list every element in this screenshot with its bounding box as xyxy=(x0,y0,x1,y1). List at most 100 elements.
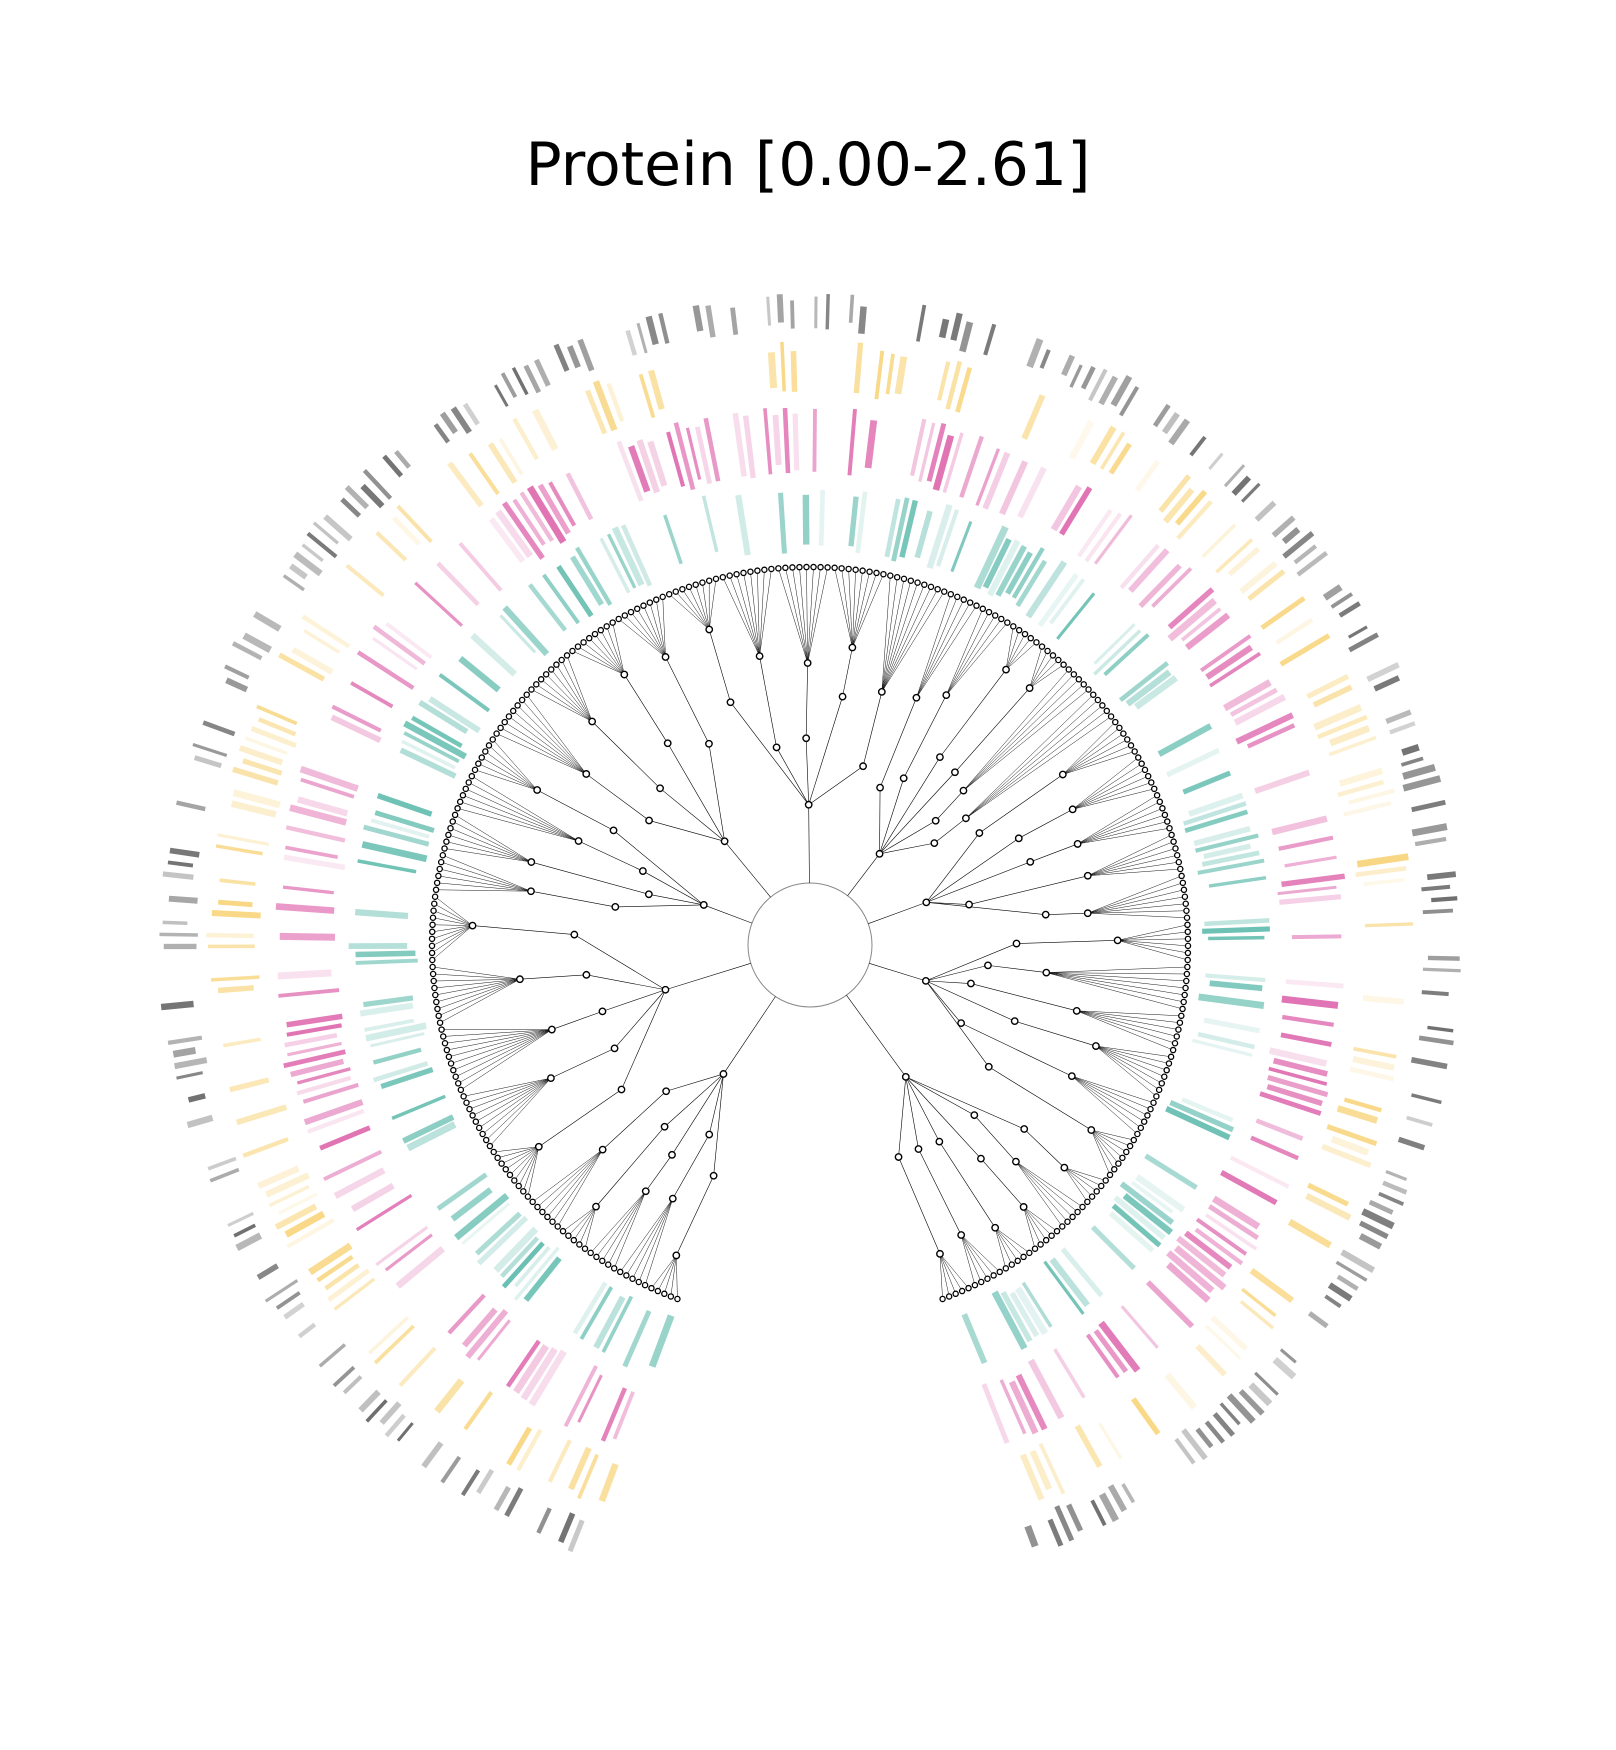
heatmap-cell xyxy=(187,1093,206,1103)
heatmap-cell xyxy=(169,847,200,858)
leaf-node xyxy=(1080,681,1087,688)
heatmap-cell xyxy=(362,469,393,500)
branch xyxy=(1072,775,1149,810)
leaf-node xyxy=(754,567,761,574)
heatmap-cell xyxy=(553,343,570,372)
leaf-node xyxy=(1183,977,1190,985)
internal-node xyxy=(699,901,708,909)
heatmap-cell xyxy=(1061,354,1075,377)
heatmap-cell xyxy=(493,1485,511,1512)
branch xyxy=(1095,1045,1167,1071)
internal-node xyxy=(921,976,930,985)
heatmap-cell xyxy=(1182,770,1232,795)
leaf-node xyxy=(1137,1124,1145,1132)
heatmap-cell xyxy=(1118,661,1170,702)
branch xyxy=(437,978,520,1010)
heatmap-cell xyxy=(1203,843,1251,860)
heatmap-cell xyxy=(1015,1373,1048,1431)
internal-node xyxy=(645,816,653,825)
leaf-node xyxy=(699,579,706,586)
branch xyxy=(434,896,473,926)
heatmap-cell xyxy=(330,714,382,743)
heatmap-cell xyxy=(275,903,335,914)
heatmap-cell xyxy=(379,1401,402,1425)
leaf-node xyxy=(661,1290,668,1298)
branch xyxy=(450,1029,552,1064)
heatmap-cell xyxy=(297,796,349,817)
heatmap-cell xyxy=(848,496,859,547)
heatmap-cell xyxy=(1285,979,1344,989)
heatmap-cell xyxy=(1183,801,1247,826)
branch xyxy=(939,1253,956,1294)
internal-node xyxy=(984,961,992,970)
internal-node xyxy=(1068,805,1077,814)
heatmap-cell xyxy=(1266,1083,1323,1107)
internal-node xyxy=(582,770,591,778)
internal-node xyxy=(803,659,812,667)
branch xyxy=(1076,1010,1174,1051)
leaf-node xyxy=(454,1080,462,1087)
heatmap-cell xyxy=(885,353,895,395)
branch xyxy=(807,567,821,664)
leaf-node xyxy=(1021,630,1029,638)
leaf-node xyxy=(654,1287,662,1295)
heatmap-cell xyxy=(730,307,739,335)
branch xyxy=(644,1198,674,1286)
heatmap-cell xyxy=(1144,1153,1198,1190)
branch xyxy=(960,1234,976,1286)
heatmap-cell xyxy=(1054,1505,1075,1542)
internal-node xyxy=(1060,1163,1069,1172)
branch xyxy=(1087,868,1181,876)
branch xyxy=(808,804,810,884)
leaf-node xyxy=(1183,970,1191,978)
branch xyxy=(574,934,666,991)
branch xyxy=(905,1076,982,1159)
internal-node xyxy=(931,816,940,825)
heatmap-cell xyxy=(647,440,668,487)
heatmap-cell xyxy=(1125,669,1172,707)
branch xyxy=(1091,1129,1115,1170)
leaf-node xyxy=(1153,1093,1160,1100)
leaf-node xyxy=(603,623,610,630)
branch xyxy=(916,602,971,698)
branch xyxy=(600,630,625,675)
heatmap-cell xyxy=(350,681,394,709)
heatmap-cell xyxy=(1421,990,1449,997)
branch xyxy=(448,1029,552,1057)
branch xyxy=(432,966,520,980)
branch xyxy=(439,868,532,892)
branch xyxy=(671,1073,724,1155)
branch xyxy=(881,575,891,692)
leaf-node xyxy=(1115,1160,1122,1167)
heatmap-cell xyxy=(1131,1397,1161,1436)
leaf-node xyxy=(539,1208,546,1216)
heatmap-cell xyxy=(458,655,501,693)
leaf-node xyxy=(429,921,436,929)
branch xyxy=(583,642,625,675)
leaf-node xyxy=(1168,831,1175,839)
branch xyxy=(1095,1045,1157,1097)
leaf-node xyxy=(977,1278,985,1286)
internal-node xyxy=(598,1145,607,1154)
heatmap-cell xyxy=(732,412,747,477)
branch xyxy=(708,578,717,630)
internal-node xyxy=(1012,1157,1020,1166)
branch xyxy=(521,699,587,775)
heatmap-cell xyxy=(391,1094,446,1120)
leaf-node xyxy=(528,686,535,693)
leaf-node xyxy=(775,565,782,572)
heatmap-cell xyxy=(324,1263,360,1291)
internal-node xyxy=(951,768,959,777)
branch xyxy=(1117,938,1188,941)
branch xyxy=(980,1158,1024,1208)
heatmap-cell xyxy=(312,521,339,545)
branch xyxy=(965,699,1099,819)
heatmap-cell xyxy=(1205,1213,1258,1251)
heatmap-cell xyxy=(1098,1492,1120,1523)
branch xyxy=(572,650,625,675)
leaf-node xyxy=(1103,707,1111,715)
heatmap-cell xyxy=(1272,1357,1297,1380)
leaf-node xyxy=(553,661,560,668)
leaf-node xyxy=(433,998,440,1006)
heatmap-cell xyxy=(207,1156,237,1171)
